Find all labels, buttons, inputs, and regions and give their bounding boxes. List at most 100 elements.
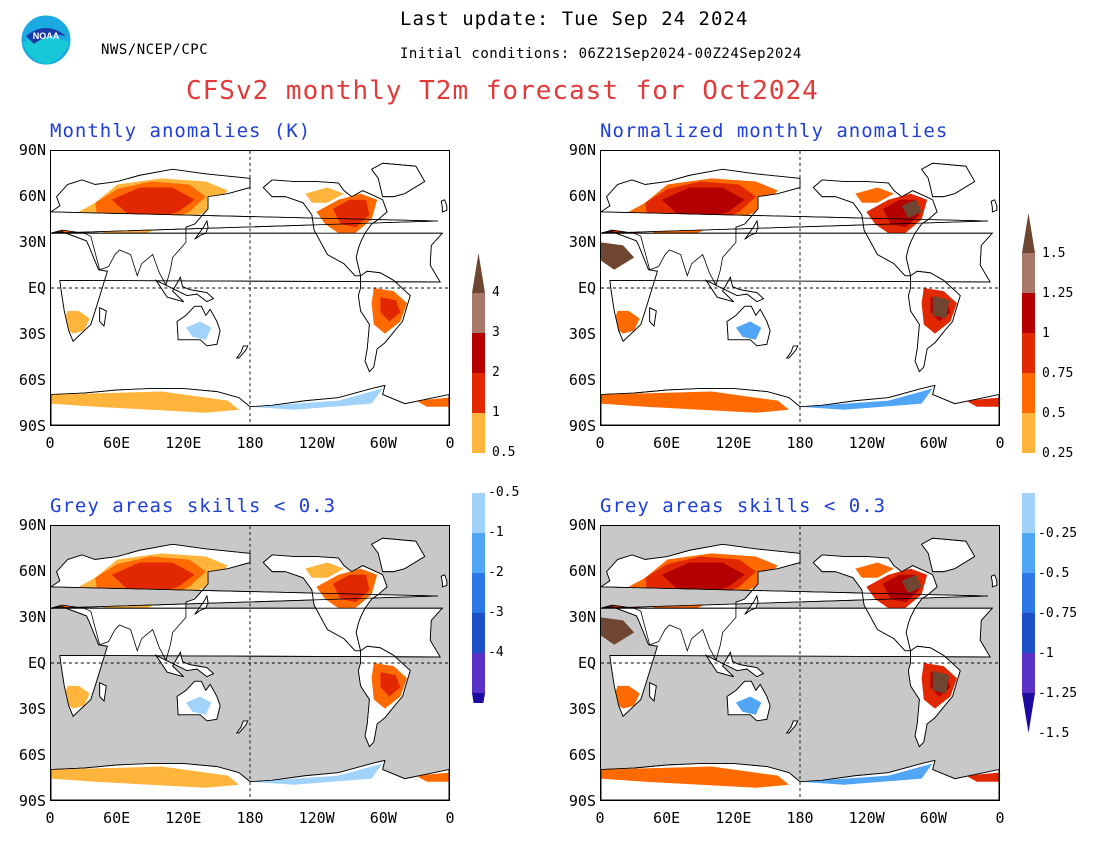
lon-label: 60E [653,809,681,827]
colorbar-segment [472,293,485,333]
anomaly-region [932,670,950,694]
lat-label: 90S [18,417,46,435]
colorbar-segment [1022,253,1035,293]
lon-label: 120E [165,434,202,452]
colorbar-segment [1022,293,1035,333]
map-bottom-right [600,525,1000,801]
colorbar-label: -4 [488,645,504,660]
lon-label: 120E [715,434,752,452]
lon-label: 180 [786,809,814,827]
anomaly-region [111,562,195,594]
anomaly-region [901,199,922,219]
anomaly-region [380,672,401,697]
colorbar-left: 4 3 2 1 0.5 -0.5 -1 -2 -3 -4 [470,253,530,733]
lon-label: 0 [45,434,55,452]
lat-label: 90N [568,141,596,159]
lon-label: 60W [919,809,947,827]
colorbar-label: 1.25 [1042,286,1073,301]
colorbar-segment [1022,373,1035,413]
lat-label: 90N [18,516,46,534]
lon-label: 180 [236,809,264,827]
anomaly-region [901,574,922,594]
colorbar-segment [1022,613,1035,653]
lat-label: 90N [18,141,46,159]
lon-label: 60W [919,434,947,452]
anomaly-region [111,187,195,219]
colorbar-label: 0.5 [1042,406,1065,421]
colorbar-label: -0.5 [1038,566,1069,581]
anomaly-region [800,388,933,410]
lat-label: 30N [568,608,596,626]
anomaly-region [415,397,449,407]
lon-label: 0 [45,809,55,827]
colorbar-segment [472,653,485,693]
colorbar-segment [472,533,485,573]
lon-label: 0 [595,809,605,827]
colorbar-top-arrow [472,253,485,293]
colorbar-segment [472,413,485,453]
lon-label: 0 [445,434,455,452]
colorbar-label: -2 [488,565,504,580]
anomaly-region [735,696,762,715]
anomaly-region [601,766,789,788]
colorbar-label: 1.5 [1042,246,1065,261]
colorbar-segment [1022,653,1035,693]
lat-label: EQ [577,654,596,672]
anomaly-region [380,297,401,322]
colorbar-segment [472,373,485,413]
colorbar-label: 0.75 [1042,366,1073,381]
colorbar-label: -1.5 [1038,726,1069,741]
colorbar-label: 0.5 [492,445,515,460]
colorbar-right: 1.5 1.25 1 0.75 0.5 0.25 -0.25 -0.5 -0.75 -1 -1.25… [1020,213,1100,743]
anomaly-region [661,562,745,594]
lon-label: 120E [715,809,752,827]
lon-label: 0 [995,434,1005,452]
lon-label: 180 [236,434,264,452]
anomaly-region [305,187,344,203]
panel-title-bottom-left: Grey areas skills < 0.3 [50,495,337,517]
colorbar-segment [1022,533,1035,573]
anomaly-region [62,685,90,709]
lat-label: 30N [18,608,46,626]
anomaly-region [612,685,640,709]
anomaly-region [601,617,635,645]
panel-title-bottom-right: Grey areas skills < 0.3 [600,495,887,517]
colorbar-segment [1022,453,1035,493]
anomaly-region [932,295,950,319]
colorbar-label: 1 [492,405,500,420]
anomaly-region [51,766,239,788]
anomaly-region [250,763,383,785]
anomaly-region [415,772,449,782]
anomaly-region [185,321,212,340]
anomaly-region [62,310,90,334]
anomaly-region [735,321,762,340]
lon-label: 0 [595,434,605,452]
anomaly-region [332,199,370,228]
panel-title-top-right: Normalized monthly anomalies [600,120,949,142]
anomaly-region [965,772,999,782]
lat-label: 60S [18,746,46,764]
lat-label: EQ [577,279,596,297]
colorbar-label: -0.75 [1038,606,1077,621]
initial-conditions: Initial conditions: 06Z21Sep2024-00Z24Se… [400,46,802,62]
agency-label: NWS/NCEP/CPC [101,42,209,58]
colorbar-label: -0.25 [1038,526,1077,541]
lon-label: 60W [369,809,397,827]
colorbar-top-arrow [1022,213,1035,253]
colorbar-label: 4 [492,285,500,300]
lat-label: 60N [18,187,46,205]
lat-label: EQ [27,654,46,672]
lat-label: 30S [18,325,46,343]
colorbar-segment [1022,413,1035,453]
colorbar-segment [472,453,485,493]
colorbar-label: -1.25 [1038,686,1077,701]
map-top-right [600,150,1000,426]
lat-label: 90S [568,417,596,435]
lat-label: 90S [18,792,46,810]
lat-label: 60S [568,746,596,764]
lat-label: 60S [568,371,596,389]
colorbar-segment [472,613,485,653]
anomaly-region [185,696,212,715]
noaa-logo-text: NOAA [33,31,60,41]
colorbar-segment [1022,493,1035,533]
